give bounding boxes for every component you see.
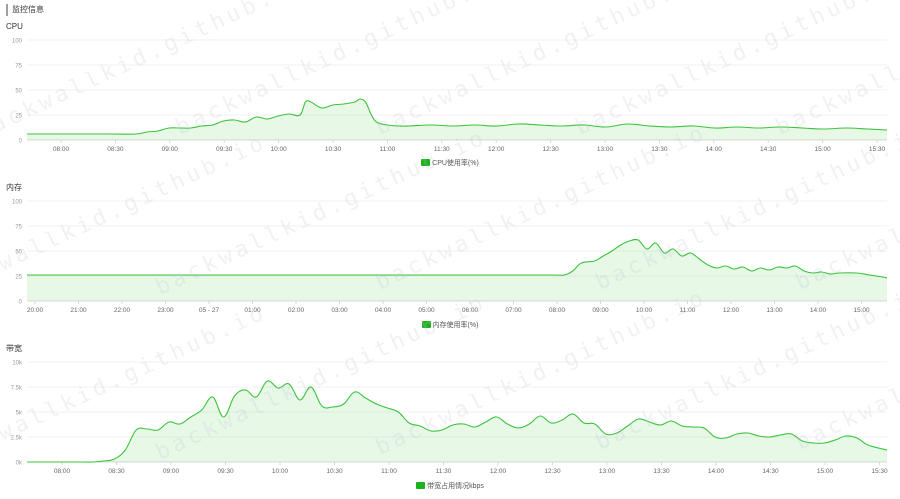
y-tick-label: 25 [15, 275, 22, 281]
y-tick-label: 0 [19, 139, 23, 145]
x-tick-label: 08:00 [53, 146, 70, 153]
x-tick-label: 15:00 [817, 468, 834, 475]
x-tick-label: 14:00 [706, 146, 723, 153]
y-tick-label: 100 [12, 39, 23, 45]
x-tick-label: 09:00 [592, 307, 609, 314]
x-tick-label: 11:00 [381, 468, 397, 475]
chart-legend[interactable]: CPU使用率(%) [0, 159, 900, 168]
y-tick-label: 50 [15, 89, 22, 95]
legend-swatch [421, 159, 431, 166]
x-tick-label: 21:00 [70, 307, 87, 314]
x-tick-label: 05 - 27 [199, 307, 220, 314]
x-tick-label: 12:30 [544, 468, 561, 475]
y-tick-label: 25 [15, 114, 22, 120]
legend-label: 内存使用率(%) [432, 322, 479, 329]
x-tick-label: 08:00 [54, 468, 71, 475]
y-tick-label: 75 [15, 225, 22, 231]
x-tick-label: 14:30 [762, 468, 779, 475]
chart-legend[interactable]: 内存使用率(%) [0, 321, 900, 330]
legend-label: CPU使用率(%) [432, 160, 479, 167]
series-line [27, 98, 888, 135]
x-tick-label: 04:00 [375, 307, 392, 314]
x-tick-label: 08:00 [549, 307, 566, 314]
x-tick-label: 11:00 [380, 146, 396, 153]
x-tick-label: 10:30 [325, 146, 342, 153]
series-area [27, 99, 887, 140]
x-tick-label: 14:00 [810, 307, 827, 314]
legend-swatch [416, 482, 426, 489]
x-tick-label: 08:30 [107, 146, 124, 153]
y-tick-label: 7.5k [11, 386, 23, 392]
x-tick-label: 10:00 [270, 146, 287, 153]
series-line [27, 380, 888, 463]
x-tick-label: 09:30 [217, 468, 234, 475]
x-tick-label: 13:00 [597, 146, 614, 153]
x-tick-label: 22:00 [114, 307, 131, 314]
x-tick-label: 11:30 [434, 146, 450, 153]
x-tick-label: 01:00 [244, 307, 261, 314]
x-tick-label: 06:00 [462, 307, 479, 314]
x-tick-label: 10:30 [326, 468, 343, 475]
x-tick-label: 13:30 [653, 468, 670, 475]
x-tick-label: 05:00 [418, 307, 435, 314]
x-tick-label: 02:00 [288, 307, 305, 314]
legend-swatch [421, 321, 431, 328]
x-tick-label: 12:00 [490, 468, 507, 475]
x-tick-label: 10:00 [636, 307, 653, 314]
x-tick-label: 14:00 [708, 468, 725, 475]
x-tick-label: 10:00 [272, 468, 289, 475]
x-tick-label: 03:00 [331, 307, 348, 314]
y-tick-label: 0k [16, 461, 23, 467]
chart-legend[interactable]: 带宽占用情况kbps [0, 482, 900, 491]
x-tick-label: 23:00 [157, 307, 174, 314]
series-area [27, 239, 887, 301]
y-tick-label: 10k [12, 361, 23, 367]
x-tick-label: 09:00 [163, 468, 180, 475]
series-area [27, 380, 887, 463]
x-tick-label: 15:00 [853, 307, 870, 314]
x-tick-label: 11:30 [436, 468, 452, 475]
y-tick-label: 100 [12, 200, 23, 206]
x-tick-label: 13:00 [766, 307, 783, 314]
x-tick-label: 12:00 [723, 307, 740, 314]
page-title: 监控信息 [6, 4, 44, 16]
y-tick-label: 50 [15, 250, 22, 256]
legend-label: 带宽占用情况kbps [427, 483, 484, 490]
chart-title: CPU [6, 22, 23, 31]
x-tick-label: 15:30 [871, 468, 888, 475]
x-tick-label: 09:00 [162, 146, 179, 153]
x-tick-label: 20:00 [27, 307, 44, 314]
x-tick-label: 14:30 [760, 146, 777, 153]
x-tick-label: 12:30 [542, 146, 559, 153]
y-tick-label: 75 [15, 64, 22, 70]
chart-title: 内存 [6, 183, 22, 192]
y-tick-label: 2.5k [11, 436, 23, 442]
x-tick-label: 15:00 [814, 146, 831, 153]
x-tick-label: 09:30 [216, 146, 233, 153]
x-tick-label: 15:30 [869, 146, 886, 153]
series-line [26, 238, 888, 279]
y-tick-label: 0 [19, 300, 23, 306]
x-tick-label: 12:00 [488, 146, 505, 153]
x-tick-label: 13:30 [651, 146, 668, 153]
chart-title: 带宽 [6, 344, 22, 353]
x-tick-label: 11:00 [680, 307, 696, 314]
x-tick-label: 13:00 [599, 468, 616, 475]
y-tick-label: 5k [16, 411, 23, 417]
x-tick-label: 07:00 [505, 307, 522, 314]
x-tick-label: 08:30 [108, 468, 125, 475]
